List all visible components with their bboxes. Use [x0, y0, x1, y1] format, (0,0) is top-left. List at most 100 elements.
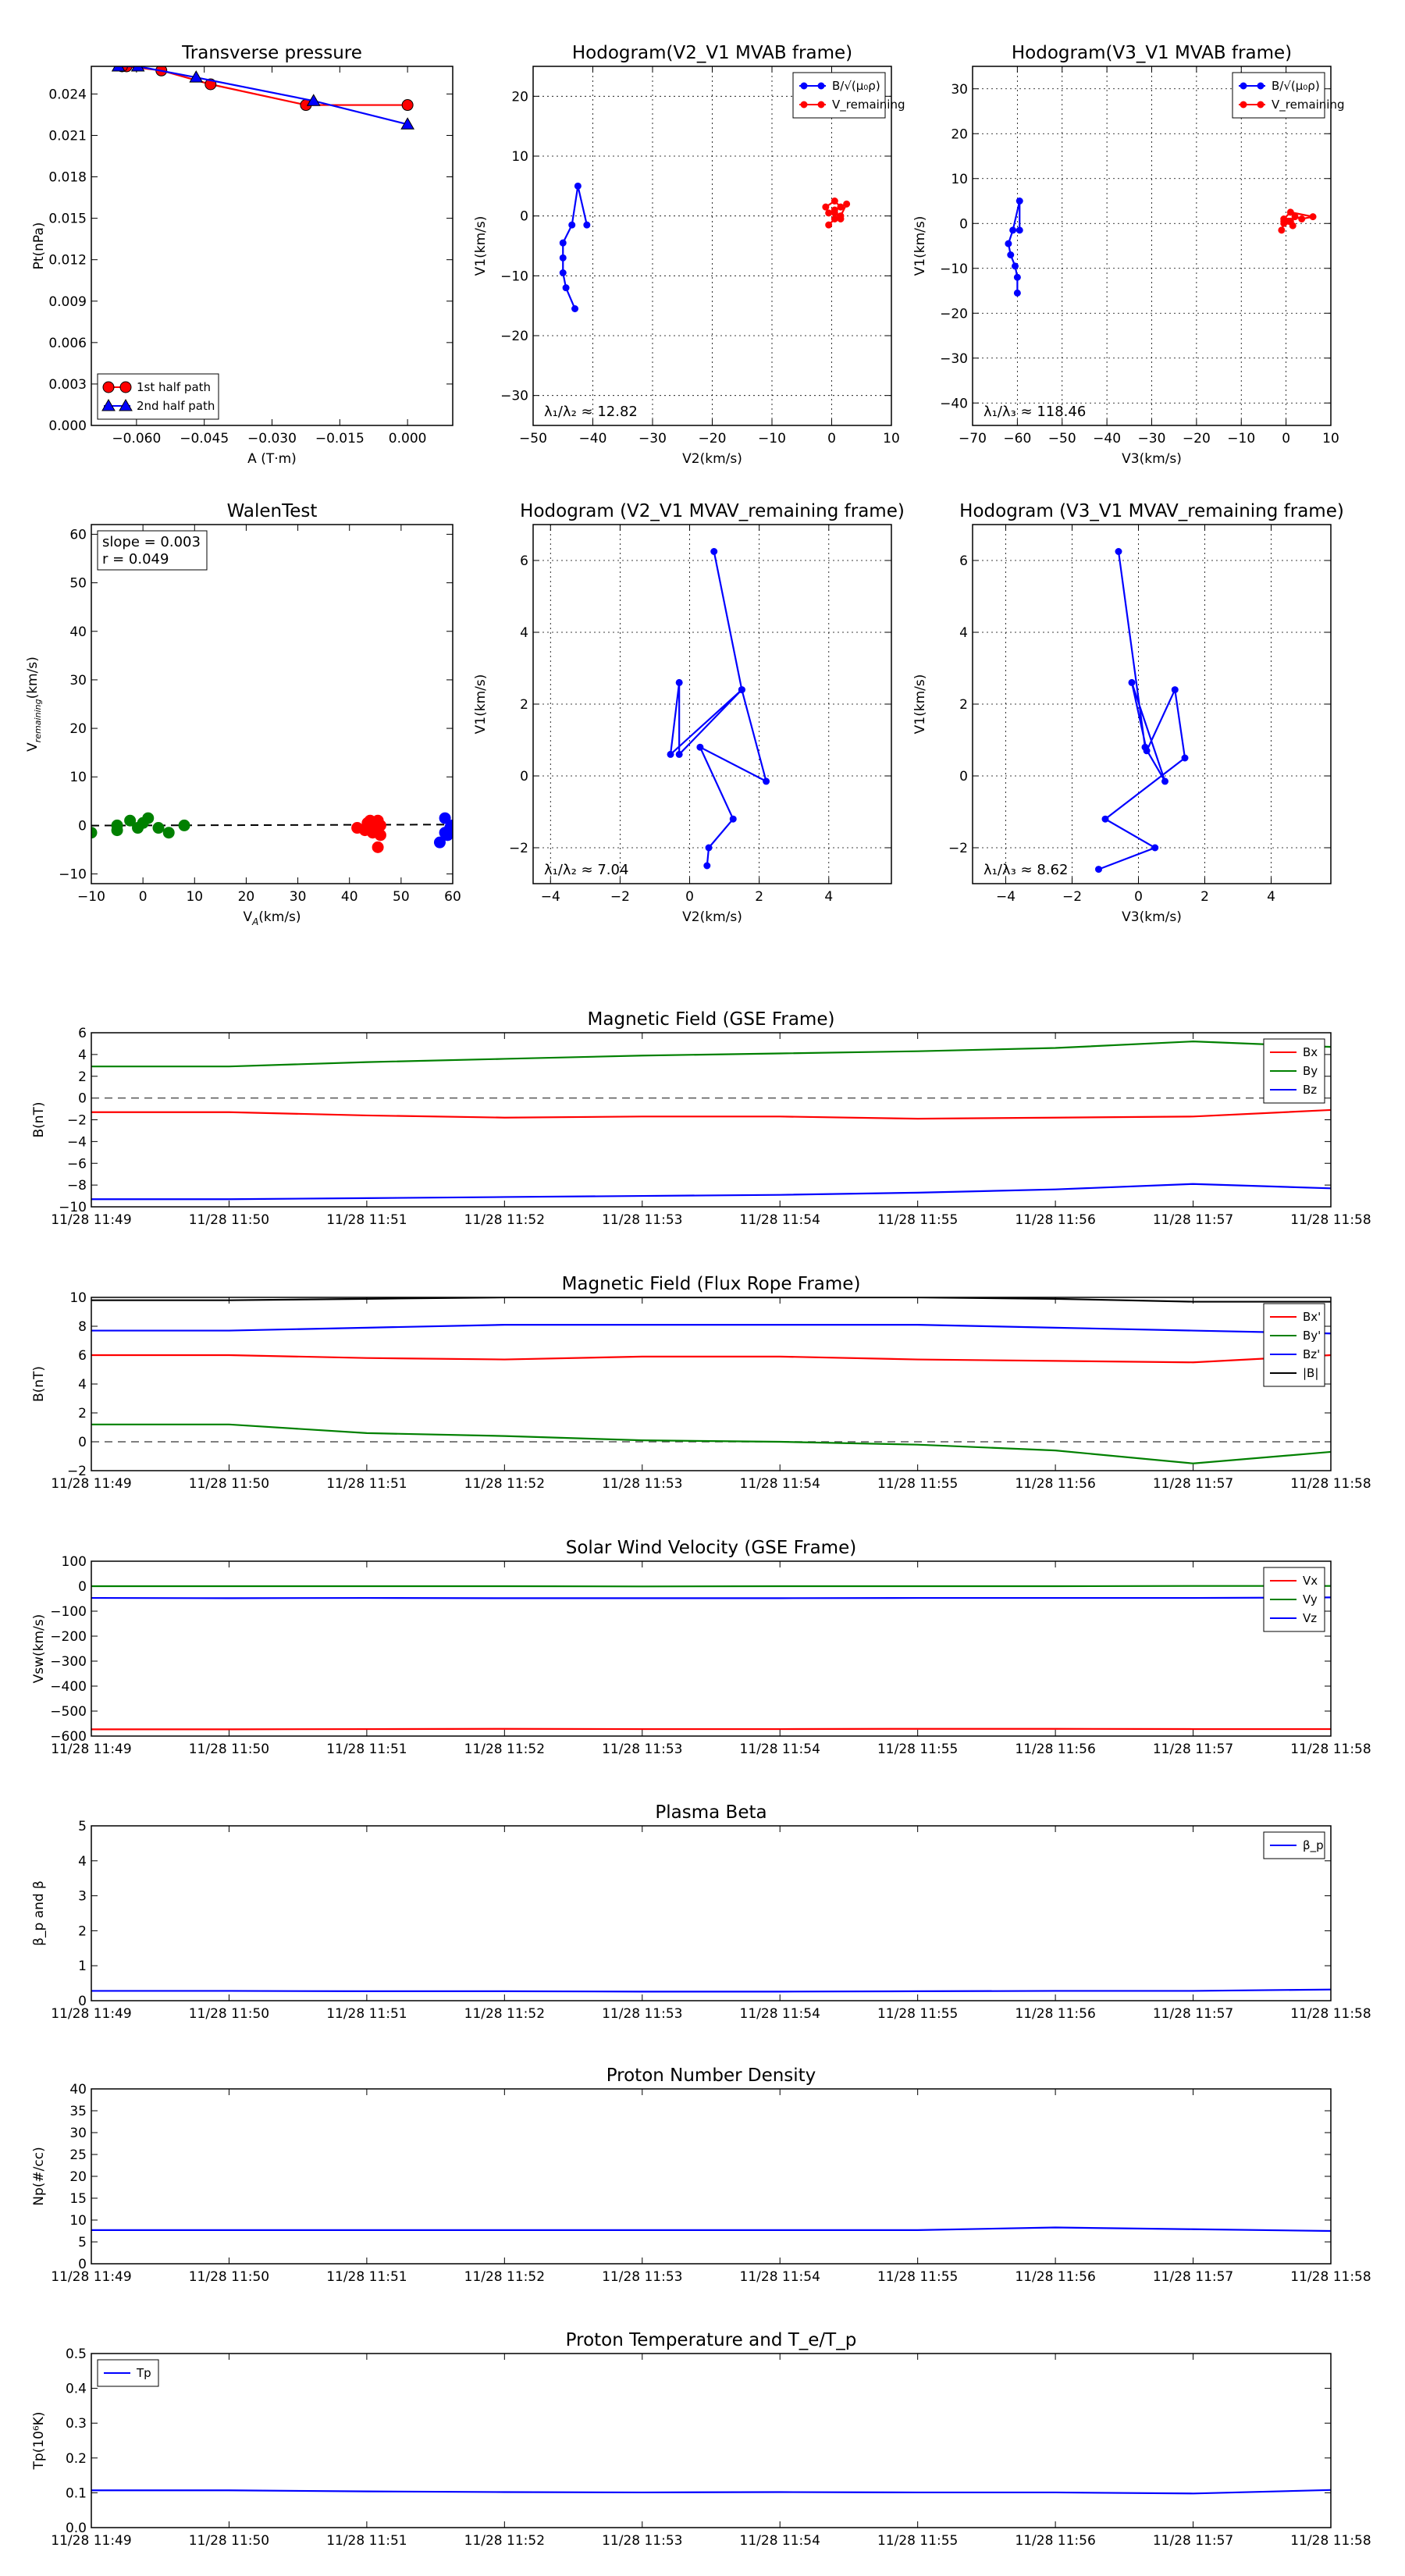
annotation-text: λ₁/λ₃ ≈ 8.62	[984, 862, 1068, 878]
x-tick-label: 11/28 11:54	[740, 2533, 820, 2549]
x-tick-label: 2	[1200, 889, 1209, 905]
y-tick-label: 0.021	[48, 128, 87, 144]
x-tick-label: 11/28 11:49	[51, 2269, 131, 2285]
x-tick-label: −50	[1048, 431, 1076, 447]
y-tick-label: 10	[69, 1290, 87, 1306]
data-point	[1291, 213, 1299, 221]
data-point	[559, 239, 567, 247]
data-point	[1309, 213, 1317, 221]
y-tick-label: 1	[78, 1959, 87, 1974]
data-point	[1016, 226, 1023, 234]
data-point	[1151, 844, 1159, 852]
y-tick-label: −400	[50, 1679, 87, 1695]
data-point	[729, 815, 737, 823]
x-tick-label: −20	[1183, 431, 1211, 447]
data-point	[1013, 273, 1021, 281]
y-tick-label: 0.3	[66, 2416, 87, 2432]
x-axis-label: A (T·m)	[247, 451, 297, 467]
y-tick-label: 0	[520, 769, 528, 785]
y-tick-label: −4	[67, 1134, 87, 1150]
y-tick-label: 6	[78, 1348, 87, 1364]
x-tick-label: 0	[1282, 431, 1290, 447]
series-line	[1098, 551, 1186, 870]
data-point	[457, 810, 468, 821]
x-tick-label: 11/28 11:51	[326, 1476, 407, 1492]
plot-area	[559, 182, 851, 312]
x-tick-label: 11/28 11:53	[602, 1476, 682, 1492]
data-point	[1280, 217, 1288, 225]
y-tick-label: −2	[67, 1464, 87, 1479]
x-tick-label: 11/28 11:51	[326, 2006, 407, 2022]
x-tick-label: 11/28 11:51	[326, 2269, 407, 2285]
series-line	[91, 1324, 1331, 1335]
y-tick-label: 20	[511, 89, 528, 105]
x-tick-label: 11/28 11:50	[189, 2269, 269, 2285]
x-tick-label: −60	[1003, 431, 1031, 447]
x-tick-label: 11/28 11:54	[740, 1742, 820, 1757]
data-point	[738, 686, 745, 694]
legend-marker	[101, 398, 116, 411]
x-tick-label: 11/28 11:58	[1290, 2269, 1371, 2285]
proton-temperature-chart: Proton Temperature and T_e/T_p 11/28 11:4…	[31, 2330, 1371, 2549]
y-tick-label: 35	[69, 2104, 87, 2119]
data-point	[1161, 777, 1168, 785]
x-tick-label: 11/28 11:55	[877, 2006, 958, 2022]
x-tick-label: 11/28 11:58	[1290, 1212, 1371, 1228]
series-line	[91, 1354, 1331, 1364]
legend-marker	[800, 82, 808, 90]
legend-marker	[1257, 101, 1264, 109]
x-tick-label: −4	[541, 889, 560, 905]
legend-box	[1232, 72, 1325, 119]
data-point	[559, 254, 567, 262]
data-point	[1101, 815, 1109, 823]
chart-title: WalenTest	[227, 501, 318, 521]
legend-label: β_p	[1303, 1838, 1324, 1853]
x-axis-label: V2(km/s)	[682, 909, 742, 925]
plot-area	[111, 66, 414, 130]
x-tick-label: 11/28 11:57	[1153, 2269, 1233, 2285]
data-point	[452, 824, 453, 831]
data-point	[831, 215, 838, 222]
x-tick-label: 11/28 11:49	[51, 2533, 131, 2549]
y-tick-label: 3	[78, 1889, 87, 1905]
y-axis-label: Tp(10⁶K)	[31, 2411, 47, 2470]
y-tick-label: 4	[78, 1854, 87, 1870]
x-tick-label: 11/28 11:57	[1153, 2533, 1233, 2549]
y-tick-label: 10	[511, 149, 528, 165]
y-tick-label: 60	[69, 527, 87, 543]
data-point	[152, 822, 165, 834]
x-tick-label: −30	[1138, 431, 1166, 447]
x-tick-label: 11/28 11:58	[1290, 1742, 1371, 1757]
x-tick-label: 11/28 11:53	[602, 2269, 682, 2285]
y-tick-label: −2	[509, 841, 528, 856]
plot-area	[91, 1297, 1331, 1464]
x-axis-label: V2(km/s)	[682, 451, 742, 467]
legend-label: Tp	[136, 2366, 151, 2380]
annotation-box	[97, 530, 208, 571]
plot-frame	[532, 524, 892, 884]
x-tick-label: 11/28 11:51	[326, 1212, 407, 1228]
x-tick-label: 11/28 11:57	[1153, 2006, 1233, 2022]
solar-wind-velocity-chart: Solar Wind Velocity (GSE Frame) 11/28 11:…	[31, 1538, 1371, 1757]
y-tick-label: 0.000	[48, 418, 87, 434]
x-tick-label: 11/28 11:54	[740, 2006, 820, 2022]
y-tick-label: 0.015	[48, 212, 87, 227]
legend-marker	[1240, 101, 1247, 109]
y-tick-label: 5	[78, 2235, 87, 2250]
series-line	[91, 2489, 1331, 2495]
data-point	[831, 197, 838, 205]
chart-title: Proton Temperature and T_e/T_p	[566, 2330, 857, 2350]
plot-frame	[532, 66, 892, 426]
series-line	[91, 1108, 1331, 1120]
y-tick-label: 40	[69, 624, 87, 640]
x-tick-label: −20	[699, 431, 727, 447]
data-point	[366, 827, 379, 839]
series-line	[91, 1585, 1331, 1588]
y-tick-label: −30	[940, 351, 968, 367]
data-point	[705, 844, 713, 852]
y-tick-label: 0.009	[48, 294, 87, 310]
data-point	[400, 117, 414, 130]
data-point	[1013, 289, 1021, 297]
y-tick-label: 10	[69, 770, 87, 785]
